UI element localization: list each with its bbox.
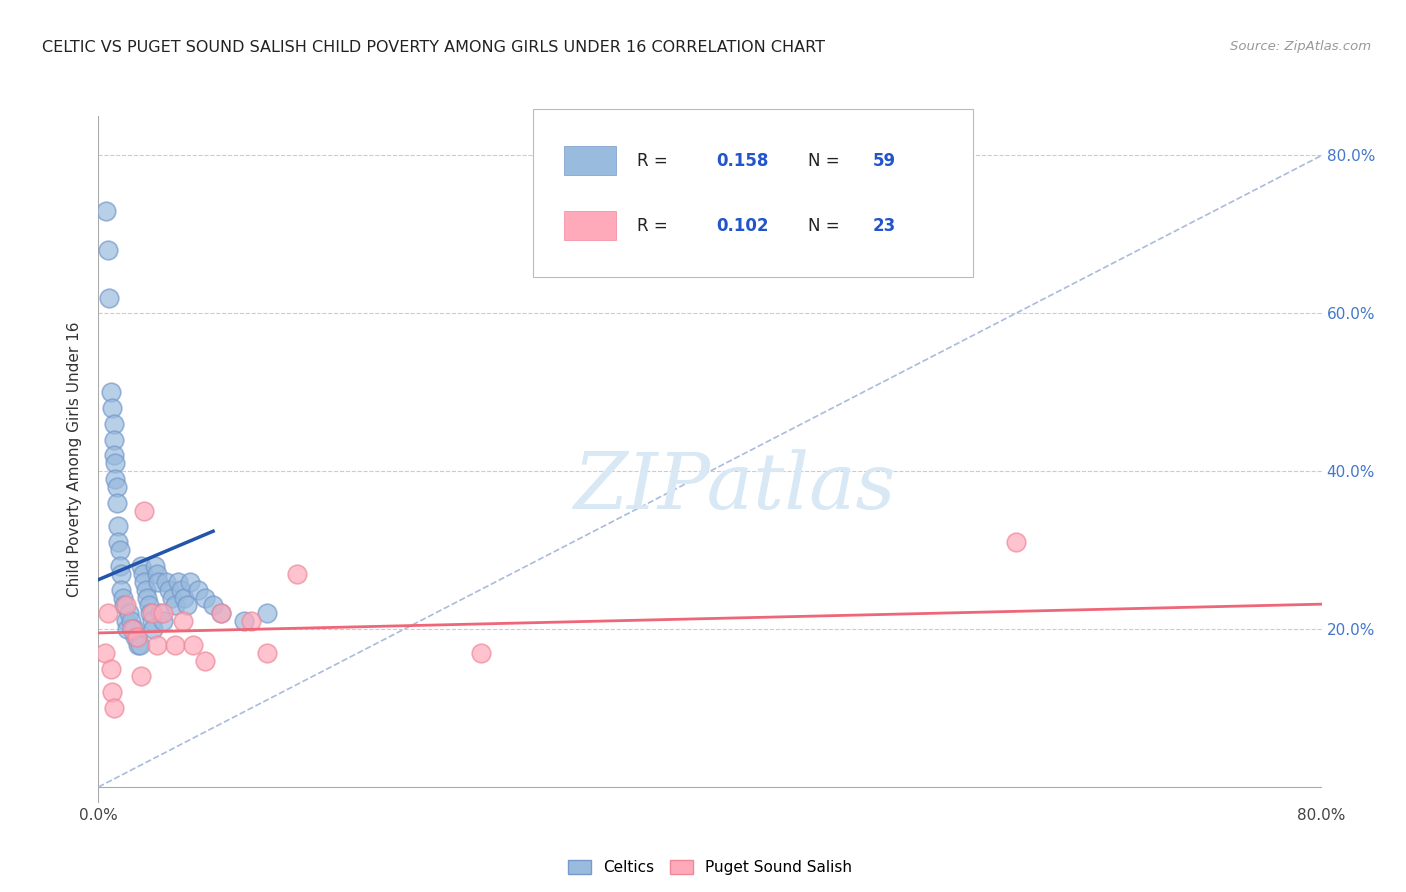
Point [120,614,142,628]
Point [141,607,163,621]
Point [105,480,128,494]
Point [163,638,186,652]
Point [132,566,155,581]
Point [170,582,193,597]
Text: 59: 59 [873,152,896,169]
Point [179,574,201,589]
Point [173,591,195,605]
Legend: Celtics, Puget Sound Salish: Celtics, Puget Sound Salish [562,854,858,881]
Point [97,607,120,621]
Point [176,599,198,613]
Point [152,614,174,628]
Point [101,685,124,699]
Point [163,599,186,613]
Point [141,614,163,628]
Point [194,591,217,605]
Point [103,449,125,463]
FancyBboxPatch shape [564,211,616,240]
Point [115,614,138,628]
Point [104,472,127,486]
Point [107,535,129,549]
Point [139,607,162,621]
Point [111,591,134,605]
Point [128,638,150,652]
Point [118,607,141,621]
Point [256,607,278,621]
Point [232,614,254,628]
Point [115,599,138,613]
Point [94,203,117,218]
Point [124,630,146,644]
Point [240,614,263,628]
Text: N =: N = [808,152,845,169]
Point [1004,535,1026,549]
Point [103,701,125,715]
Point [103,433,125,447]
Point [138,599,160,613]
Point [104,456,127,470]
Point [125,630,148,644]
Point [125,630,148,644]
Point [129,669,152,683]
Point [122,622,145,636]
Point [97,243,120,257]
Point [110,566,132,581]
Point [149,607,172,621]
Text: 0.158: 0.158 [716,152,769,169]
Point [121,622,143,636]
Point [172,614,194,628]
Point [152,607,174,621]
Point [209,607,232,621]
Point [134,504,156,518]
Point [143,558,166,573]
Text: R =: R = [637,152,672,169]
FancyBboxPatch shape [564,146,616,175]
Text: Source: ZipAtlas.com: Source: ZipAtlas.com [1230,40,1371,54]
Point [142,622,165,636]
Text: ZIPatlas: ZIPatlas [574,449,896,525]
Text: R =: R = [637,217,672,235]
Point [157,582,180,597]
Point [127,638,149,652]
Point [108,558,131,573]
Point [110,582,132,597]
Y-axis label: Child Poverty Among Girls Under 16: Child Poverty Among Girls Under 16 [67,322,83,597]
Point [103,417,125,431]
Point [160,591,183,605]
Point [117,622,139,636]
Point [93,646,115,660]
Point [145,638,167,652]
Point [187,582,209,597]
Point [121,622,143,636]
Point [155,574,177,589]
Point [135,582,157,597]
FancyBboxPatch shape [533,109,973,277]
Point [470,646,492,660]
Point [209,607,232,621]
Point [181,638,204,652]
Text: N =: N = [808,217,845,235]
Text: 0.102: 0.102 [716,217,769,235]
Point [112,599,135,613]
Point [101,401,124,415]
Point [105,496,128,510]
Point [285,566,308,581]
Point [134,574,156,589]
Point [98,291,121,305]
Point [100,385,122,400]
Text: 23: 23 [873,217,896,235]
Point [107,519,129,533]
Point [100,662,122,676]
Point [129,558,152,573]
Text: CELTIC VS PUGET SOUND SALISH CHILD POVERTY AMONG GIRLS UNDER 16 CORRELATION CHAR: CELTIC VS PUGET SOUND SALISH CHILD POVER… [42,40,825,55]
Point [167,574,190,589]
Point [202,599,225,613]
Point [146,574,169,589]
Point [256,646,278,660]
Point [136,591,159,605]
Point [145,566,167,581]
Point [108,543,131,558]
Point [194,654,217,668]
